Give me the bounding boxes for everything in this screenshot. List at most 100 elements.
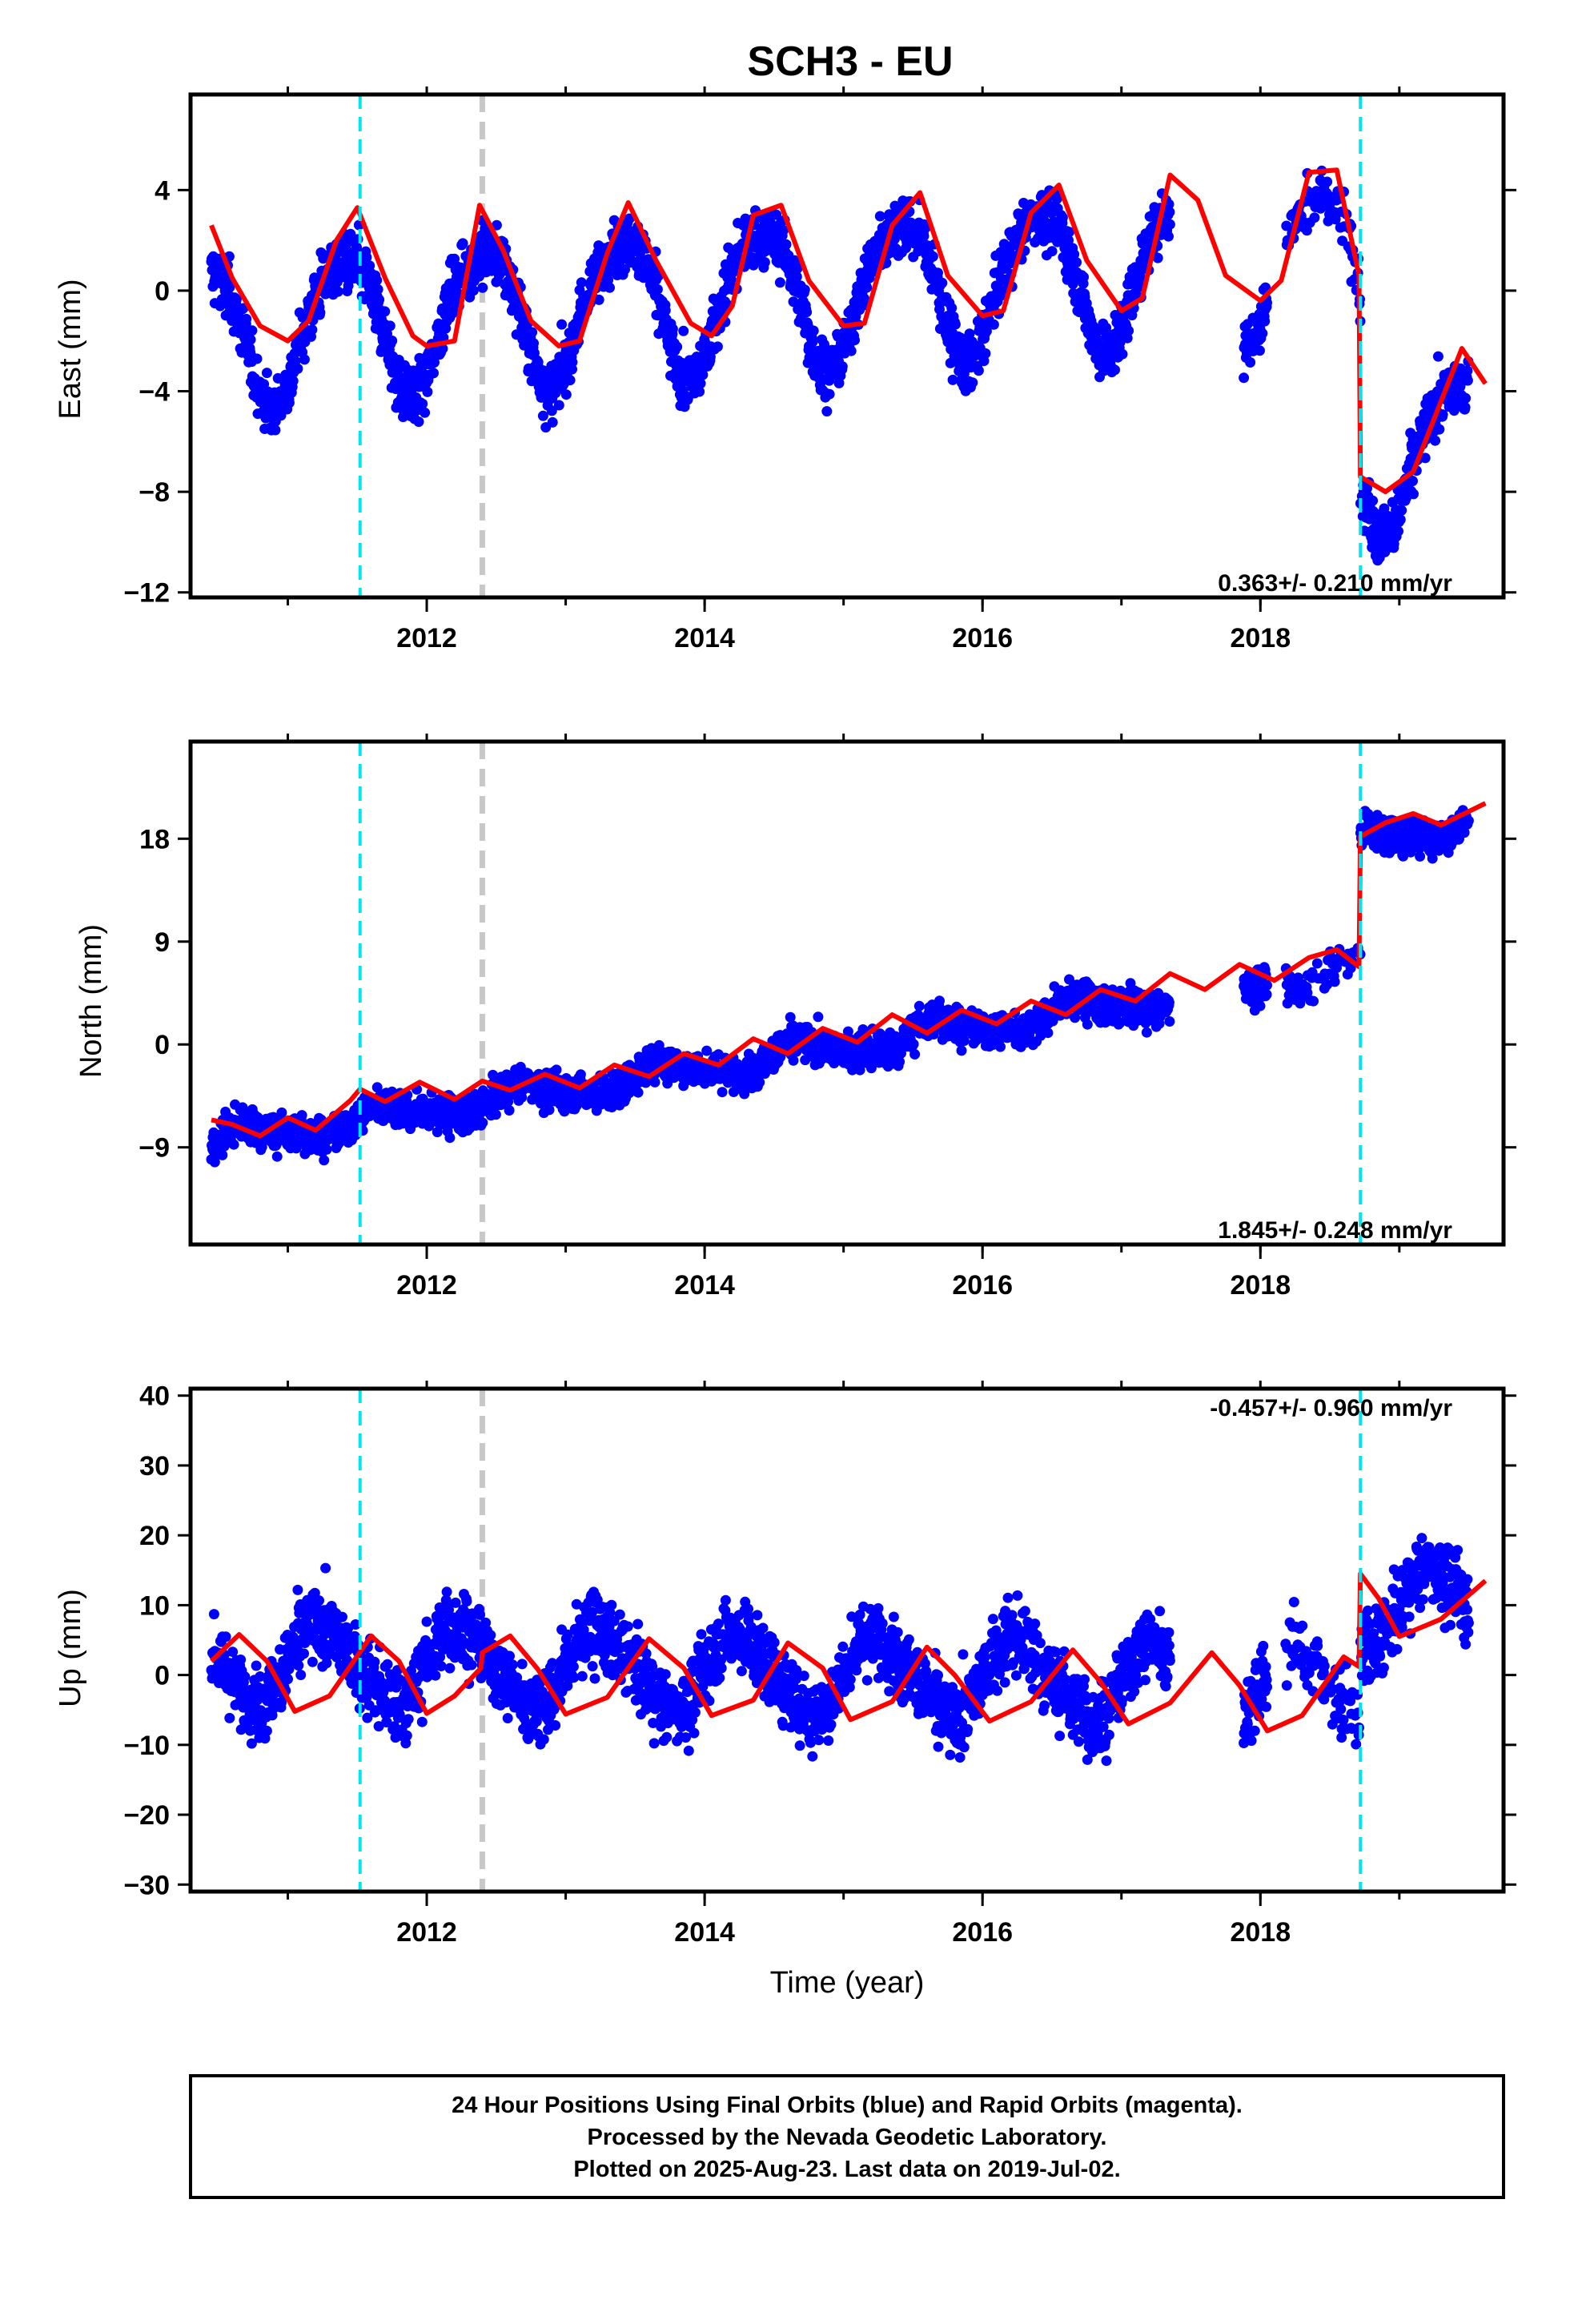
- east-data-point: [1255, 345, 1265, 356]
- east-data-point: [964, 328, 975, 340]
- east-data-point: [1117, 348, 1128, 360]
- east-data-point: [1046, 246, 1058, 257]
- east-data-point: [791, 271, 802, 282]
- east-data-point: [678, 325, 689, 336]
- north-data-point: [276, 1107, 287, 1118]
- east-data-point: [224, 282, 235, 293]
- east-data-point: [705, 352, 716, 363]
- east-data-point: [241, 313, 252, 324]
- east-data-point: [413, 416, 424, 428]
- east-x-tick-label: 2016: [952, 623, 1013, 653]
- east-data-point: [477, 282, 488, 293]
- east-data-point: [1393, 525, 1403, 537]
- north-data-point: [209, 1156, 220, 1168]
- north-data-point: [754, 1077, 765, 1088]
- north-data-point: [1163, 997, 1174, 1008]
- east-data-point: [1163, 231, 1174, 242]
- east-data-point: [981, 326, 992, 336]
- east-data-point: [933, 267, 943, 279]
- east-data-point: [1164, 207, 1175, 218]
- east-data-point: [1460, 392, 1472, 404]
- north-data-point: [1255, 1000, 1266, 1011]
- north-data-point: [632, 1087, 644, 1098]
- east-data-point: [1419, 452, 1431, 464]
- east-data-point: [387, 336, 398, 346]
- north-data-point: [1042, 1027, 1054, 1039]
- north-data-point: [228, 1139, 239, 1150]
- east-data-point: [712, 341, 723, 352]
- north-data-point: [477, 1117, 488, 1128]
- east-data-point: [564, 375, 576, 386]
- east-data-point: [593, 294, 604, 305]
- east-data-point: [547, 416, 558, 428]
- north-data-point: [1261, 989, 1272, 1000]
- east-data-point: [553, 400, 564, 411]
- east-data-point: [1309, 212, 1320, 223]
- east-data-point: [801, 307, 813, 318]
- east-data-point: [771, 209, 782, 220]
- north-data-point: [503, 1096, 514, 1108]
- east-data-point: [449, 253, 460, 264]
- north-data-point: [424, 1120, 435, 1132]
- east-data-point: [980, 348, 991, 359]
- east-data-point: [379, 306, 391, 317]
- east-data-point: [837, 361, 848, 372]
- east-data-point: [774, 277, 785, 288]
- east-data-point: [1408, 489, 1419, 500]
- east-data-point: [1460, 402, 1471, 413]
- north-data-point: [296, 1110, 307, 1121]
- east-data-point: [799, 284, 810, 296]
- east-data-point: [927, 251, 938, 262]
- east-data-point: [1462, 365, 1473, 376]
- east-data-point: [457, 238, 468, 249]
- east-data-point: [428, 368, 439, 379]
- east-data-point: [315, 307, 326, 318]
- north-data-point: [371, 1082, 383, 1093]
- north-data-point: [319, 1155, 330, 1166]
- east-ylabel: East (mm): [54, 279, 87, 419]
- east-data-point: [1322, 176, 1333, 187]
- east-data-point: [1239, 372, 1250, 384]
- east-data-point: [299, 354, 310, 365]
- east-data-point: [374, 294, 385, 305]
- east-data-point: [1434, 424, 1445, 435]
- east-data-point: [604, 282, 615, 293]
- east-data-point: [567, 356, 578, 368]
- north-data-point: [649, 1076, 661, 1088]
- east-data-point: [422, 386, 433, 397]
- east-data-point: [384, 320, 396, 332]
- east-data-point: [759, 257, 770, 267]
- east-data-point: [560, 389, 572, 400]
- east-frame: [188, 92, 1506, 600]
- east-data-point: [247, 325, 258, 336]
- north-data-point: [813, 1011, 824, 1023]
- east-data-point: [1257, 328, 1268, 339]
- east-data-point: [1430, 435, 1441, 446]
- east-y-tick-label: 0: [155, 276, 170, 307]
- east-data-point: [1437, 409, 1448, 420]
- east-data-point: [950, 319, 961, 330]
- north-data-point: [717, 1087, 728, 1098]
- north-data-point: [551, 1064, 562, 1076]
- east-data-point: [660, 305, 671, 316]
- east-data-point: [672, 341, 683, 352]
- north-data-point: [909, 1049, 921, 1059]
- east-data-point: [332, 286, 343, 297]
- east-x-tick-label: 2012: [396, 623, 457, 653]
- north-data-point: [788, 1055, 799, 1066]
- east-data-point: [1396, 505, 1407, 516]
- north-data-point: [1141, 1027, 1152, 1038]
- east-data-point: [437, 343, 448, 354]
- east-data-point: [695, 378, 706, 389]
- east-data-point: [1110, 364, 1120, 376]
- east-data-point: [417, 398, 428, 409]
- east-data-point: [420, 407, 431, 418]
- east-data-point: [1462, 375, 1473, 386]
- east-data-point: [1367, 505, 1379, 517]
- east-data-point: [1063, 235, 1074, 246]
- east-data-point: [1152, 252, 1163, 263]
- north-data-point: [544, 1104, 555, 1116]
- east-data-point: [947, 374, 958, 385]
